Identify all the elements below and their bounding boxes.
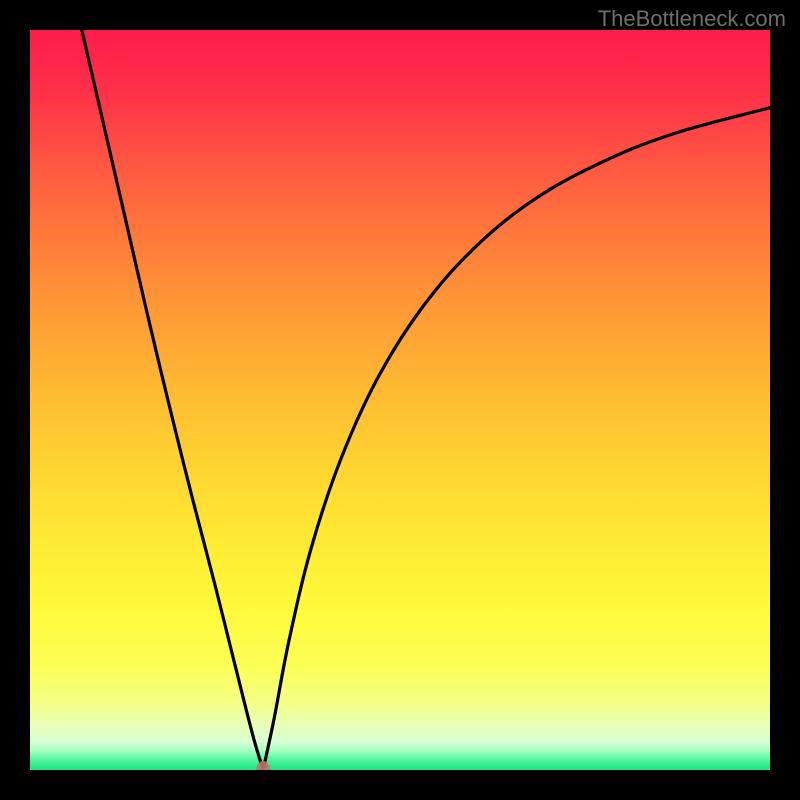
frame-border-bottom	[0, 770, 800, 800]
chart-plot-area	[30, 30, 770, 770]
frame-border-left	[0, 0, 30, 800]
watermark-text: TheBottleneck.com	[598, 6, 786, 32]
frame-border-right	[770, 0, 800, 800]
chart-background-gradient	[30, 30, 770, 770]
